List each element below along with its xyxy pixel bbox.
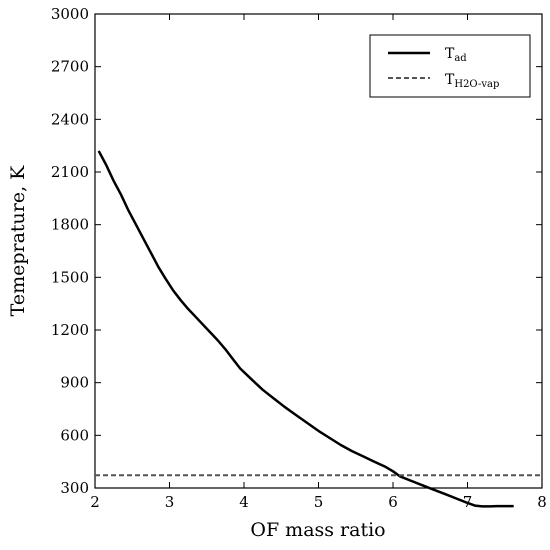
y-axis-label: Temeprature, K: [7, 165, 29, 317]
series-layer: [95, 150, 542, 508]
y-tick-label: 1800: [51, 216, 89, 234]
y-tick-label: 3000: [51, 5, 89, 23]
y-axis: 300 600 900 1200 1500 1800 2100 2400 2700 3000: [51, 5, 542, 497]
legend-tad-main: T: [445, 46, 455, 62]
legend-tad-sub: ad: [454, 53, 467, 64]
legend-box: [369, 34, 531, 98]
x-tick-label: 3: [165, 493, 175, 511]
x-axis-label: OF mass ratio: [250, 519, 385, 541]
series-line-tad: [97, 150, 514, 508]
legend-label-tad: Tad: [445, 46, 467, 64]
legend-label-th2o: TH2O-vap: [445, 72, 499, 90]
y-tick-label: 900: [60, 374, 89, 392]
y-tick-label: 300: [60, 479, 89, 497]
y-tick-label: 1200: [51, 321, 89, 339]
y-tick-label: 2400: [51, 110, 89, 128]
x-tick-label: 6: [388, 493, 398, 511]
x-tick-label: 4: [239, 493, 249, 511]
y-tick-label: 600: [60, 426, 89, 444]
legend: Tad TH2O-vap: [369, 34, 531, 98]
legend-th2o-sub: H2O-vap: [454, 79, 499, 90]
y-tick-label: 2700: [51, 58, 89, 76]
x-tick-label: 5: [314, 493, 324, 511]
y-tick-label: 2100: [51, 163, 89, 181]
legend-th2o-main: T: [445, 72, 455, 88]
x-tick-label: 8: [537, 493, 547, 511]
y-tick-label: 1500: [51, 268, 89, 286]
x-tick-label: 2: [90, 493, 100, 511]
